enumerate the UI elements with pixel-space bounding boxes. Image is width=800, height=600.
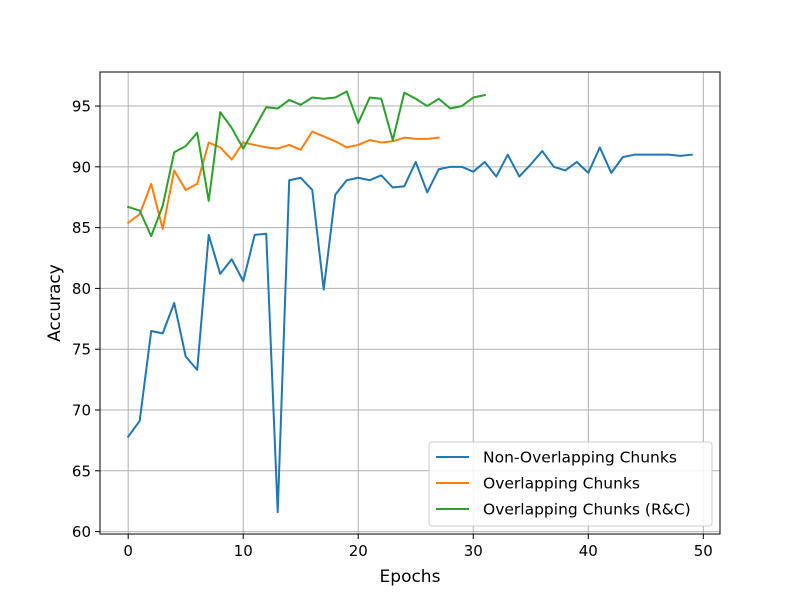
grid bbox=[100, 72, 720, 534]
series-line-2 bbox=[126, 130, 440, 230]
y-tick-label: 85 bbox=[72, 219, 91, 237]
y-tick-label: 70 bbox=[72, 401, 91, 419]
y-tick-label: 60 bbox=[72, 523, 91, 541]
x-axis-label: Epochs bbox=[380, 567, 441, 587]
series-line-1 bbox=[126, 146, 693, 514]
legend-label-3: Overlapping Chunks (R&C) bbox=[483, 501, 691, 519]
legend-box bbox=[428, 441, 713, 527]
y-tick-label: 95 bbox=[72, 98, 91, 116]
y-tick-label: 90 bbox=[72, 158, 91, 176]
plot-area-frame bbox=[99, 71, 721, 535]
y-tick-label: 65 bbox=[72, 462, 91, 480]
legend: Non-Overlapping Chunks Overlapping Chunks… bbox=[428, 441, 713, 527]
series-line-3 bbox=[126, 90, 486, 238]
x-tick-label: 50 bbox=[694, 542, 713, 560]
x-tick-label: 0 bbox=[123, 542, 133, 560]
legend-label-2: Overlapping Chunks bbox=[483, 475, 640, 493]
x-tick-label: 30 bbox=[464, 542, 483, 560]
x-tick-label: 20 bbox=[349, 542, 368, 560]
y-axis-label: Accuracy bbox=[45, 264, 65, 342]
x-tick-label: 10 bbox=[234, 542, 253, 560]
y-tick-label: 75 bbox=[72, 341, 91, 359]
axis-ticks: 0 10 20 30 40 50 60 65 70 75 80 85 90 95 bbox=[72, 98, 713, 560]
x-tick-label: 40 bbox=[579, 542, 598, 560]
series-lines bbox=[126, 90, 693, 514]
y-tick-label: 80 bbox=[72, 280, 91, 298]
legend-label-1: Non-Overlapping Chunks bbox=[483, 449, 677, 467]
